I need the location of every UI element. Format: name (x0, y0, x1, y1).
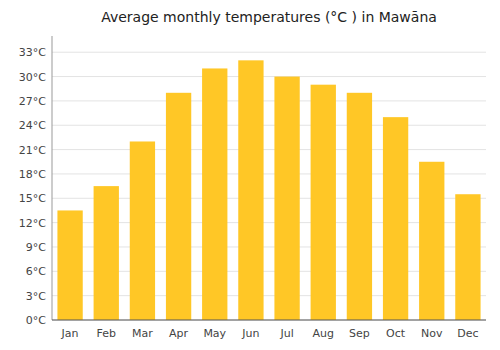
y-tick-label: 9°C (26, 241, 46, 254)
bar (130, 141, 155, 320)
bar (455, 194, 480, 320)
y-tick-labels: 0°C 3°C 6°C 9°C 12°C 15°C 18°C 21°C 24°C 27°C 30°C… (19, 46, 46, 327)
y-axis-line (52, 36, 53, 320)
x-tick-label: Aug (313, 327, 334, 340)
bar (383, 117, 408, 320)
chart-svg: Average monthly temperatures (°C ) in Ma… (0, 0, 500, 350)
bar (202, 68, 227, 320)
x-tick-label: Dec (457, 327, 478, 340)
y-tick-label: 3°C (26, 290, 46, 303)
bar (419, 162, 444, 320)
grid-line (52, 149, 486, 150)
y-tick-label: 15°C (19, 192, 46, 205)
x-tick-label: Jan (61, 327, 79, 340)
x-tick-labels: Jan Feb Mar Apr May Jun Jul Aug Sep Oct Nov Dec (61, 327, 479, 340)
x-tick-label: Nov (421, 327, 443, 340)
y-tick-label: 27°C (19, 95, 46, 108)
chart-title: Average monthly temperatures (°C ) in Ma… (101, 9, 437, 25)
y-tick-label: 33°C (19, 46, 46, 59)
bar (94, 186, 119, 320)
y-tick-label: 21°C (19, 144, 46, 157)
bar (311, 85, 336, 320)
grid-line (52, 76, 486, 77)
grid-line (52, 125, 486, 126)
y-grid (52, 52, 486, 320)
bar (57, 210, 82, 320)
y-tick-label: 24°C (19, 119, 46, 132)
bar (238, 60, 263, 320)
x-tick-label: Feb (97, 327, 116, 340)
y-tick-label: 30°C (19, 71, 46, 84)
chart-container: Average monthly temperatures (°C ) in Ma… (0, 0, 500, 350)
grid-line (52, 52, 486, 53)
x-tick-label: Apr (169, 327, 189, 340)
y-tick-label: 18°C (19, 168, 46, 181)
x-tick-label: May (203, 327, 226, 340)
x-axis-line (52, 320, 486, 321)
bars (57, 60, 480, 320)
grid-line (52, 320, 486, 321)
bar (274, 77, 299, 320)
bar (347, 93, 372, 320)
x-tick-label: Oct (386, 327, 406, 340)
x-tick-label: Mar (132, 327, 153, 340)
x-tick-label: Jul (279, 327, 293, 340)
y-tick-label: 12°C (19, 217, 46, 230)
bar (166, 93, 191, 320)
y-tick-label: 6°C (26, 265, 46, 278)
grid-line (52, 100, 486, 101)
y-tick-label: 0°C (26, 314, 46, 327)
x-tick-label: Sep (349, 327, 370, 340)
x-tick-label: Jun (241, 327, 259, 340)
